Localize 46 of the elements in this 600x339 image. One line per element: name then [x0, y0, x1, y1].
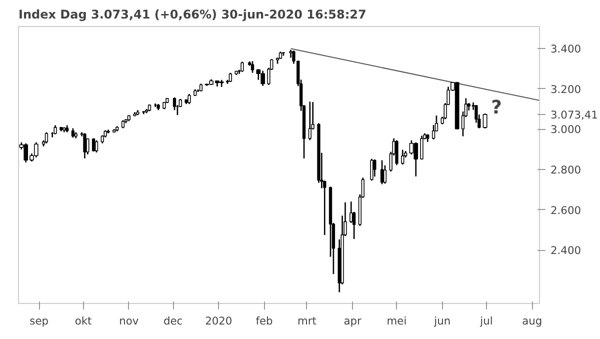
candlestick	[71, 128, 75, 138]
y-tick-label: 3.000	[550, 123, 582, 136]
x-tick-label: aug	[522, 314, 542, 328]
x-tick-label: jul	[479, 314, 493, 328]
candlestick	[94, 140, 98, 154]
candlestick	[401, 149, 404, 166]
candlestick	[54, 124, 57, 135]
candlestick	[83, 132, 86, 160]
candlestick	[395, 140, 398, 166]
chart-title: Index Dag 3.073,41 (+0,66%) 30-jun-2020 16:58:27	[18, 8, 366, 22]
y-tick-label: 2.600	[550, 204, 582, 217]
y-tick-label: 2.400	[550, 244, 582, 258]
candlestick	[380, 160, 384, 185]
candlestick	[420, 135, 424, 160]
candlestick	[92, 138, 96, 152]
x-tick-label: apr	[344, 314, 362, 328]
y-tick-label: 3.073,41	[550, 108, 598, 122]
candlestick	[482, 112, 488, 130]
candlestick	[34, 142, 38, 158]
y-tick-label: 3.400	[550, 42, 582, 56]
annotation: ?	[491, 98, 502, 118]
candlestick	[308, 100, 312, 141]
x-tick-label: 2020	[205, 314, 232, 328]
candlestick	[44, 132, 48, 144]
x-tick-label: dec	[163, 314, 183, 328]
candlestick	[409, 140, 414, 156]
x-tick-label: okt	[74, 314, 92, 328]
candlestick	[240, 61, 244, 72]
y-tick-label: 3.200	[550, 82, 582, 96]
x-tick-label: feb	[256, 314, 274, 328]
candlestick	[370, 158, 374, 182]
x-tick-label: mei	[386, 314, 407, 328]
candlestick	[228, 72, 232, 83]
x-tick-label: mrt	[297, 314, 316, 328]
candlestick	[432, 124, 436, 140]
candlestick	[172, 96, 176, 111]
y-tick-label: 2.800	[550, 164, 582, 177]
candlestick	[383, 164, 387, 184]
candlestick	[250, 60, 254, 74]
x-tick-label: jun	[433, 314, 451, 328]
candlestick	[373, 158, 376, 178]
candlestick	[188, 93, 191, 105]
x-tick-label: nov	[119, 314, 139, 328]
x-tick-label: sep	[30, 314, 49, 328]
candlestick	[414, 142, 418, 178]
candlestick	[86, 138, 90, 156]
